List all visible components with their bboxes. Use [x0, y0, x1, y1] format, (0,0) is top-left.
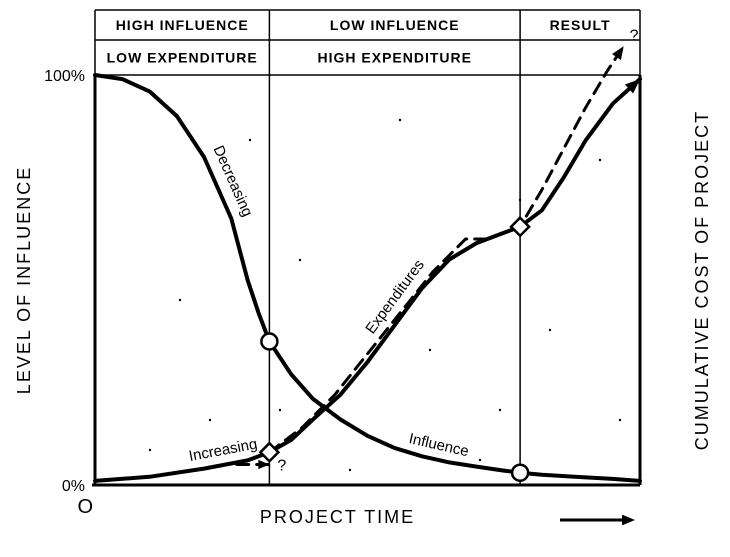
noise-dot — [479, 459, 481, 461]
y-tick-0: 0% — [62, 478, 85, 495]
y-axis-left-label: LEVEL OF INFLUENCE — [14, 166, 34, 394]
origin-label: O — [77, 496, 93, 518]
noise-dot — [149, 449, 151, 451]
noise-dot — [429, 349, 431, 351]
noise-dot — [399, 119, 401, 121]
phase-header: LOW EXPENDITURE — [107, 50, 258, 66]
noise-dot — [279, 409, 281, 411]
noise-dot — [209, 419, 211, 421]
noise-dot — [249, 139, 251, 141]
phase-header: HIGH EXPENDITURE — [318, 50, 472, 66]
question-mark-lower: ? — [277, 458, 286, 475]
noise-dot — [349, 469, 351, 471]
phase-header: RESULT — [550, 17, 611, 33]
noise-dot — [549, 329, 551, 331]
noise-dot — [619, 419, 621, 421]
x-axis-label: PROJECT TIME — [260, 507, 415, 527]
influence-cost-chart: HIGH INFLUENCE LOW INFLUENCE RESULT LOW EXP… — [0, 0, 730, 557]
marker-circle — [261, 334, 277, 350]
phase-header: HIGH INFLUENCE — [116, 17, 249, 33]
y-axis-right-label: CUMULATIVE COST OF PROJECT — [692, 110, 712, 450]
y-tick-100: 100% — [44, 68, 85, 85]
noise-dot — [179, 299, 181, 301]
noise-dot — [499, 409, 501, 411]
noise-dot — [599, 159, 601, 161]
phase-header: LOW INFLUENCE — [330, 17, 460, 33]
question-mark-upper: ? — [630, 27, 639, 44]
noise-dot — [299, 259, 301, 261]
marker-circle — [512, 465, 528, 481]
